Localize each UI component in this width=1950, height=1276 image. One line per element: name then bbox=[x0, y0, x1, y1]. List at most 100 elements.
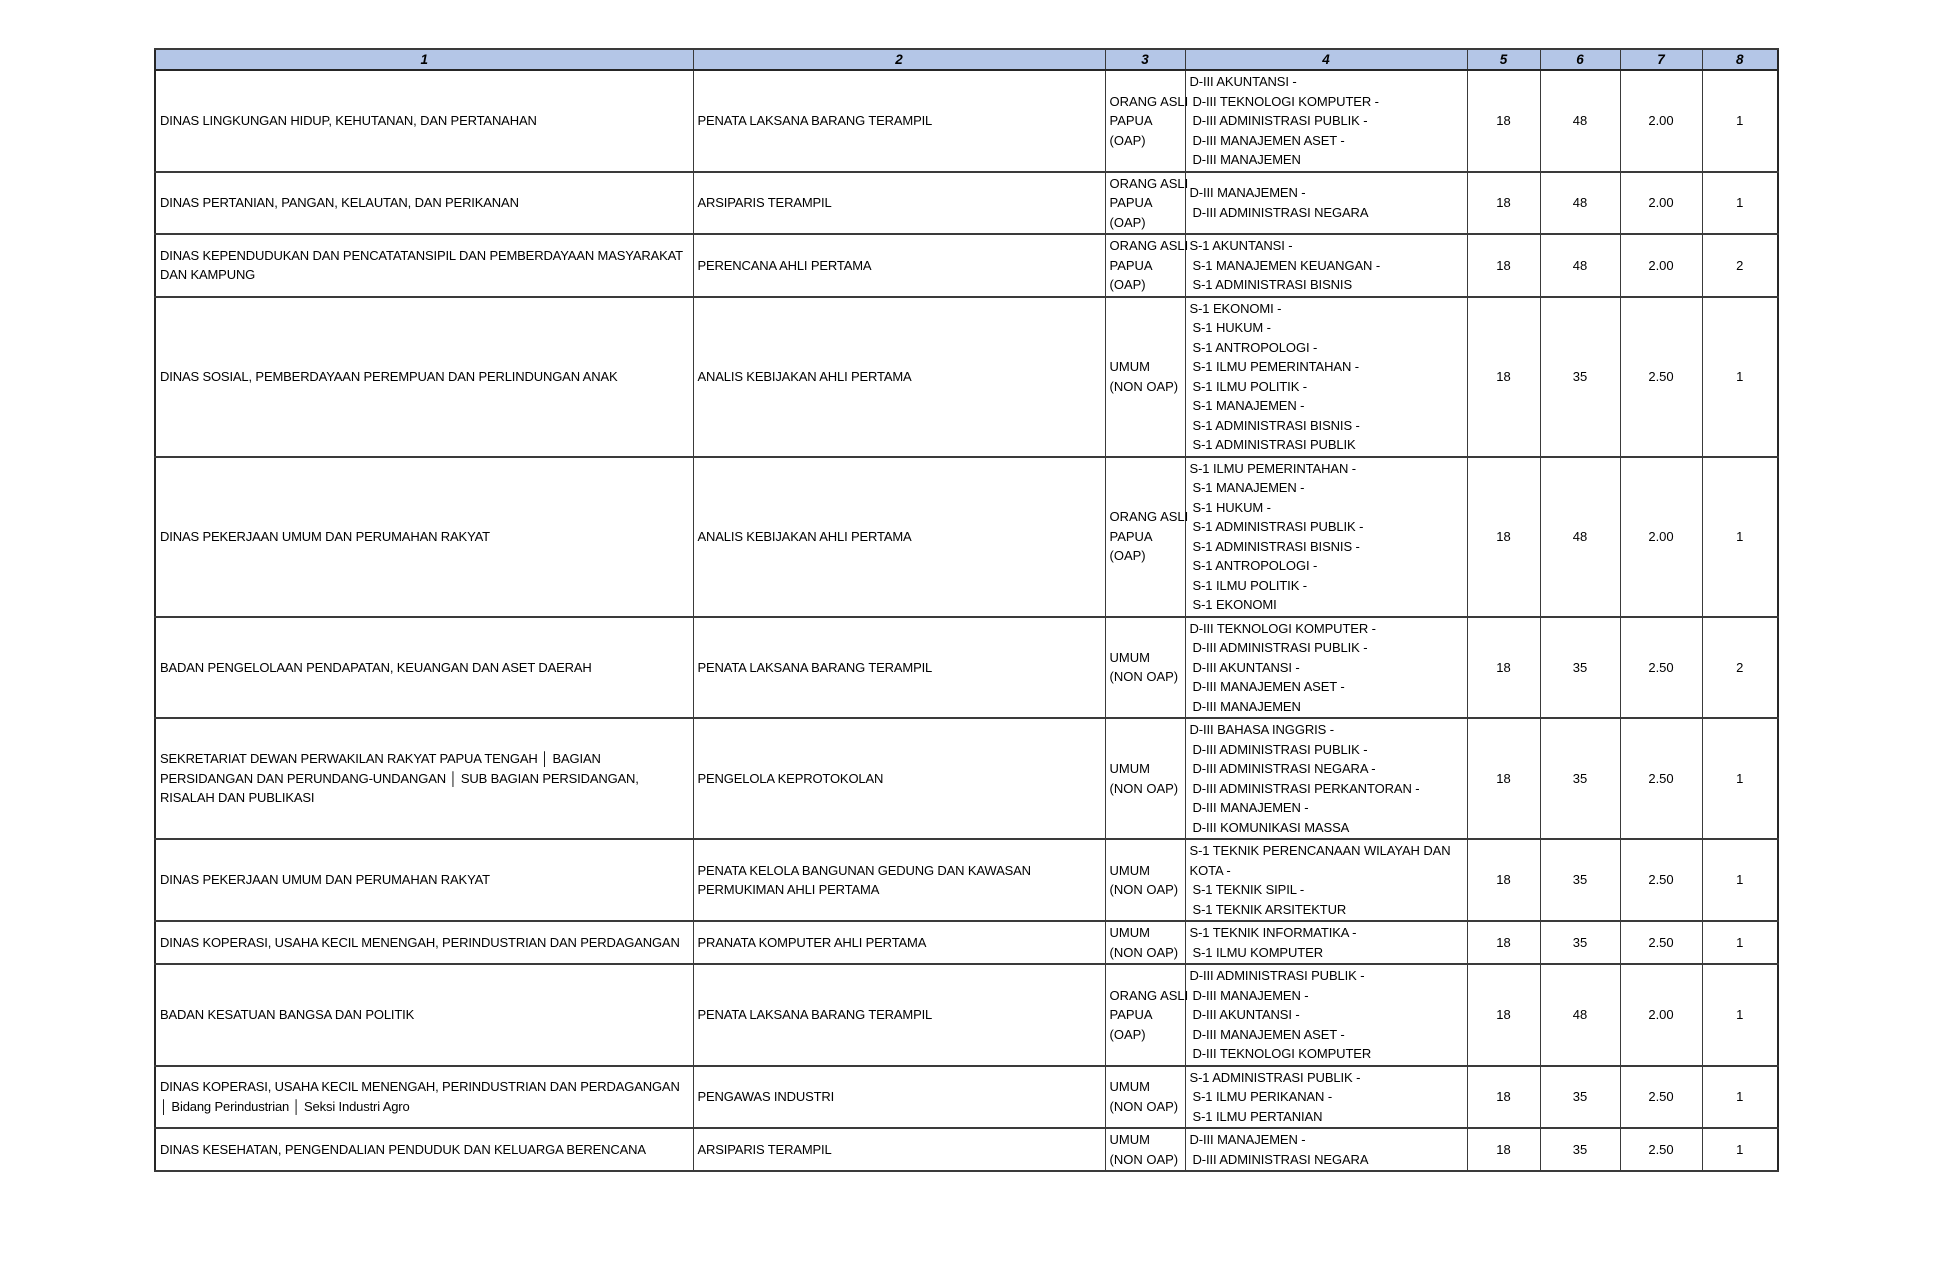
qualification-line: S-1 ADMINISTRASI PUBLIK - bbox=[1192, 519, 1364, 534]
category-line: (OAP) bbox=[1109, 548, 1146, 564]
qualification-line: D-III BAHASA INGGRIS - bbox=[1189, 722, 1335, 737]
col6-cell: 35 bbox=[1539, 717, 1621, 840]
position-cell: PENATA LAKSANA BARANG TERAMPIL bbox=[692, 963, 1106, 1067]
col5-cell: 18 bbox=[1466, 920, 1541, 965]
qualifications-cell: S-1 TEKNIK PERENCANAAN WILAYAH DAN KOTA … bbox=[1184, 838, 1468, 922]
col7-cell: 2.00 bbox=[1619, 69, 1703, 173]
category-line: (NON OAP) bbox=[1109, 944, 1179, 960]
category-line: (OAP) bbox=[1109, 1026, 1146, 1042]
col6-cell: 35 bbox=[1539, 920, 1621, 965]
qualification-line: D-III ADMINISTRASI NEGARA bbox=[1192, 1151, 1369, 1167]
table-row-6: BADAN PENGELOLAAN PENDAPATAN, KEUANGAN D… bbox=[154, 615, 1779, 719]
qualification-line: S-1 HUKUM - bbox=[1192, 320, 1271, 335]
col8-cell: 1 bbox=[1701, 69, 1779, 173]
col6-cell: 35 bbox=[1539, 295, 1621, 458]
table-row-5: DINAS PEKERJAAN UMUM DAN PERUMAHAN RAKYA… bbox=[154, 455, 1779, 618]
qualification-line: D-III AKUNTANSI - bbox=[1189, 74, 1297, 89]
col6-cell: 48 bbox=[1539, 963, 1621, 1067]
qualifications-cell: S-1 TEKNIK INFORMATIKA - S-1 ILMU KOMPUTE… bbox=[1184, 920, 1468, 965]
qualification-line: S-1 ILMU PERIKANAN - bbox=[1192, 1089, 1333, 1104]
agency-cell: DINAS PEKERJAAN UMUM DAN PERUMAHAN RAKYA… bbox=[154, 455, 694, 618]
qualification-line: S-1 ADMINISTRASI PUBLIK - bbox=[1189, 1069, 1361, 1085]
category-line: PAPUA bbox=[1109, 195, 1153, 210]
category-line: ORANG ASLI bbox=[1109, 238, 1189, 253]
table-body: DINAS LINGKUNGAN HIDUP, KEHUTANAN, DAN P… bbox=[154, 69, 1779, 1172]
qualification-line: D-III AKUNTANSI - bbox=[1192, 1007, 1300, 1022]
col6-cell: 48 bbox=[1539, 69, 1621, 173]
col6-cell: 35 bbox=[1539, 1127, 1621, 1172]
qualification-line: D-III TEKNOLOGI KOMPUTER bbox=[1192, 1046, 1372, 1061]
col7-cell: 2.00 bbox=[1619, 455, 1703, 618]
col5-cell: 18 bbox=[1466, 170, 1541, 235]
qualifications-cell: S-1 AKUNTANSI - S-1 MANAJEMEN KEUANGAN - S… bbox=[1184, 233, 1468, 298]
qualification-line: D-III MANAJEMEN ASET - bbox=[1192, 679, 1345, 694]
table-row-1: DINAS LINGKUNGAN HIDUP, KEHUTANAN, DAN P… bbox=[154, 69, 1779, 173]
qualifications-cell: S-1 EKONOMI - S-1 HUKUM - S-1 ANTROPOLOGI … bbox=[1184, 295, 1468, 458]
col8-cell: 1 bbox=[1701, 717, 1779, 840]
qualification-line: S-1 ADMINISTRASI BISNIS bbox=[1192, 277, 1353, 292]
column-header-7: 7 bbox=[1619, 48, 1703, 71]
qualification-line: S-1 ILMU PEMERINTAHAN - bbox=[1189, 460, 1357, 476]
qualification-line: S-1 MANAJEMEN - bbox=[1192, 480, 1305, 495]
category-cell: UMUM (NON OAP) bbox=[1104, 295, 1186, 458]
qualification-line: D-III KOMUNIKASI MASSA bbox=[1192, 819, 1350, 835]
column-header-4: 4 bbox=[1184, 48, 1468, 71]
qualification-line: D-III ADMINISTRASI PUBLIK - bbox=[1192, 741, 1368, 757]
col5-cell: 18 bbox=[1466, 838, 1541, 922]
agency-cell: DINAS KESEHATAN, PENGENDALIAN PENDUDUK D… bbox=[154, 1127, 694, 1172]
qualification-line: S-1 EKONOMI bbox=[1192, 597, 1277, 612]
qualification-line: D-III MANAJEMEN - bbox=[1192, 800, 1309, 815]
qualification-line: S-1 ILMU POLITIK - bbox=[1192, 378, 1308, 394]
position-cell: PRANATA KOMPUTER AHLI PERTAMA bbox=[692, 920, 1106, 965]
qualification-line: S-1 TEKNIK SIPIL - bbox=[1192, 882, 1305, 897]
agency-cell: SEKRETARIAT DEWAN PERWAKILAN RAKYAT PAPU… bbox=[154, 717, 694, 840]
col7-cell: 2.50 bbox=[1619, 838, 1703, 922]
category-line: UMUM bbox=[1109, 359, 1150, 374]
position-cell: ANALIS KEBIJAKAN AHLI PERTAMA bbox=[692, 295, 1106, 458]
position-cell: PENATA LAKSANA BARANG TERAMPIL bbox=[692, 615, 1106, 719]
category-line: PAPUA bbox=[1109, 113, 1153, 128]
qualification-line: D-III MANAJEMEN - bbox=[1189, 185, 1306, 201]
position-cell: ANALIS KEBIJAKAN AHLI PERTAMA bbox=[692, 455, 1106, 618]
category-line: (OAP) bbox=[1109, 132, 1146, 148]
qualification-line: D-III MANAJEMEN - bbox=[1189, 1132, 1306, 1147]
column-header-3: 3 bbox=[1104, 48, 1186, 71]
qualification-line: D-III TEKNOLOGI KOMPUTER - bbox=[1192, 93, 1380, 109]
category-cell: ORANG ASLI PAPUA (OAP) bbox=[1104, 170, 1188, 235]
qualification-line: S-1 ILMU KOMPUTER bbox=[1192, 944, 1324, 960]
col8-cell: 1 bbox=[1701, 170, 1779, 235]
table-row-12: DINAS KESEHATAN, PENGENDALIAN PENDUDUK D… bbox=[154, 1127, 1779, 1172]
table-row-7: SEKRETARIAT DEWAN PERWAKILAN RAKYAT PAPU… bbox=[154, 717, 1779, 840]
qualification-line: D-III ADMINISTRASI PUBLIK - bbox=[1189, 968, 1365, 983]
position-cell: PENGAWAS INDUSTRI bbox=[692, 1064, 1106, 1129]
col8-cell: 1 bbox=[1701, 920, 1779, 965]
col7-cell: 2.00 bbox=[1619, 233, 1703, 298]
qualifications-cell: D-III BAHASA INGGRIS - D-III ADMINISTRASI… bbox=[1184, 717, 1468, 840]
category-line: ORANG ASLI bbox=[1109, 509, 1189, 525]
agency-cell: DINAS KOPERASI, USAHA KECIL MENENGAH, PE… bbox=[154, 920, 694, 965]
table-row-4: DINAS SOSIAL, PEMBERDAYAAN PEREMPUAN DAN… bbox=[154, 295, 1779, 458]
position-cell: PERENCANA AHLI PERTAMA bbox=[692, 233, 1106, 298]
category-line: ORANG ASLI bbox=[1109, 93, 1189, 109]
category-line: PAPUA bbox=[1109, 1007, 1153, 1022]
category-line: UMUM bbox=[1109, 649, 1150, 665]
qualification-line: S-1 ADMINISTRASI BISNIS - bbox=[1192, 417, 1360, 433]
agency-cell: BADAN PENGELOLAAN PENDAPATAN, KEUANGAN D… bbox=[154, 615, 694, 719]
qualification-line: D-III MANAJEMEN - bbox=[1192, 987, 1309, 1003]
col8-cell: 2 bbox=[1701, 233, 1779, 298]
category-cell: UMUM (NON OAP) bbox=[1104, 920, 1186, 965]
col7-cell: 2.50 bbox=[1619, 295, 1703, 458]
col8-cell: 2 bbox=[1701, 615, 1779, 719]
column-header-6: 6 bbox=[1539, 48, 1621, 71]
qualification-line: S-1 TEKNIK PERENCANAAN WILAYAH DAN KOTA … bbox=[1189, 843, 1451, 878]
qualification-line: S-1 ILMU POLITIK - bbox=[1192, 577, 1308, 593]
qualification-line: S-1 EKONOMI - bbox=[1189, 300, 1282, 316]
qualification-line: S-1 MANAJEMEN KEUANGAN - bbox=[1192, 257, 1381, 273]
qualifications-cell: S-1 ADMINISTRASI PUBLIK - S-1 ILMU PERIKA… bbox=[1184, 1064, 1468, 1129]
col5-cell: 18 bbox=[1466, 1064, 1541, 1129]
category-cell: UMUM (NON OAP) bbox=[1104, 1127, 1186, 1172]
qualification-line: S-1 AKUNTANSI - bbox=[1189, 238, 1293, 253]
